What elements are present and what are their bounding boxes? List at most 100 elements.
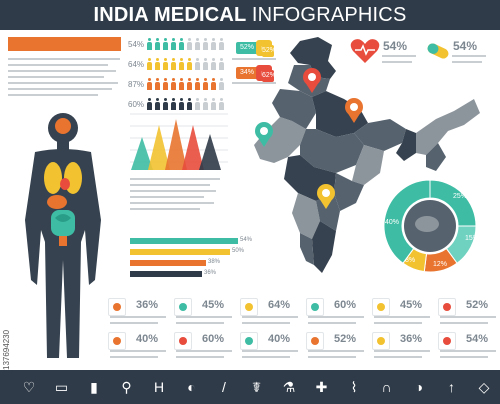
people-row (146, 38, 225, 50)
person-icon (170, 38, 177, 50)
badge-pct-4: 62% (262, 70, 276, 82)
triangle-bar (182, 125, 204, 170)
person-icon (162, 38, 169, 50)
people-row-pct: 64% (128, 60, 145, 69)
stat-text-lines (176, 316, 234, 328)
person-icon (162, 78, 169, 90)
map-pin-west (255, 122, 273, 147)
tooth-icon: ◇ (478, 379, 490, 395)
first-aid-kit-icon: ✚ (315, 379, 328, 395)
person-icon (178, 38, 185, 50)
person-icon (210, 78, 217, 90)
medicine-bottle-icon: ▮ (90, 379, 98, 395)
triangle-bar (131, 137, 153, 170)
ambulance-icon: ▭ (54, 379, 69, 395)
stat-pct: 60% (334, 299, 357, 311)
stat-text-lines (308, 316, 366, 328)
stat-text-lines (440, 350, 498, 362)
person-icon (218, 38, 225, 50)
intro-text-lines (8, 58, 120, 100)
people-row (146, 58, 225, 70)
stat-pct: 40% (268, 333, 291, 345)
hbar-label: 36% (204, 270, 217, 276)
pill-icon: ◐ (187, 379, 196, 395)
lungs-icon (240, 298, 258, 316)
heart-icon (350, 39, 380, 63)
people-row (146, 98, 225, 110)
intro-highlight-box (8, 37, 121, 51)
person-icon (194, 58, 201, 70)
person-icon (210, 98, 217, 110)
hbar-label: 50% (232, 248, 245, 254)
person-icon (202, 78, 209, 90)
person-icon (154, 78, 161, 90)
person-icon (202, 38, 209, 50)
person-icon (186, 98, 193, 110)
person-icon (170, 98, 177, 110)
person-icon (170, 78, 177, 90)
donut-chart: 25% 15% 12% 8% 40% (383, 179, 479, 273)
stat-pct: 60% (202, 333, 225, 345)
stat-text-lines (242, 350, 300, 362)
stomach-icon (306, 332, 324, 350)
chart-text-lines (130, 178, 220, 214)
test-tube-icon: ⚗ (282, 379, 296, 395)
stat-text-lines (308, 350, 366, 362)
person-icon (162, 98, 169, 110)
stat-pct: 52% (334, 333, 357, 345)
person-icon (194, 78, 201, 90)
map-pin-central (345, 98, 363, 123)
person-icon (154, 98, 161, 110)
badge-pct-3: 52% (262, 45, 276, 57)
badge-pct-1: 52% (236, 42, 258, 54)
people-row (146, 78, 225, 90)
bladder-icon (372, 332, 390, 350)
hbar-label: 54% (240, 237, 253, 243)
header-bar: INDIA MEDICAL INFOGRAPHICS (0, 0, 500, 30)
stat-pct: 40% (136, 333, 159, 345)
kidney-icon (108, 332, 126, 350)
footer-icon-bar (0, 370, 500, 404)
donut-label: 40% (385, 219, 399, 226)
person-icon (146, 58, 153, 70)
stat-text-lines (242, 316, 300, 328)
person-icon (186, 58, 193, 70)
person-icon (218, 98, 225, 110)
pill-text-lines (452, 55, 488, 67)
pill-pct: 54% (453, 39, 478, 53)
donut-slice (383, 179, 431, 264)
stock-id: 137694230 (2, 329, 11, 370)
page-title: INDIA MEDICAL INFOGRAPHICS (0, 4, 500, 27)
india-map (254, 37, 480, 273)
syringe-icon: ↑ (448, 379, 455, 395)
hospital-icon: H (153, 379, 165, 395)
donut-label: 15% (465, 235, 479, 242)
title-thin: INFOGRAPHICS (251, 4, 407, 26)
badge-text-lines-1 (232, 58, 282, 64)
stat-pct: 36% (400, 333, 423, 345)
people-row-pct: 60% (128, 100, 145, 109)
person-icon (186, 38, 193, 50)
intestine-icon (438, 298, 456, 316)
badge-pct-2: 34% (236, 67, 258, 79)
person-icon (202, 98, 209, 110)
stat-text-lines (110, 350, 168, 362)
bandage-icon: / (222, 379, 226, 395)
teeth-icon (240, 332, 258, 350)
triangle-bar (199, 134, 221, 170)
thermometer-icon: ⌇ (350, 379, 358, 395)
stat-text-lines (374, 350, 432, 362)
heart-text-lines (382, 55, 418, 67)
person-icon (186, 78, 193, 90)
person-icon (154, 58, 161, 70)
caduceus-icon: ☤ (251, 379, 262, 395)
microscope-icon: ⚲ (121, 379, 132, 395)
heart-pct: 54% (383, 39, 408, 53)
stat-text-lines (440, 316, 498, 328)
triangle-chart (130, 113, 228, 170)
person-icon (170, 58, 177, 70)
stat-pct: 52% (466, 299, 489, 311)
heart-organ-icon (174, 332, 192, 350)
map-pin-north (303, 68, 321, 93)
liver-yellow-icon (372, 298, 390, 316)
